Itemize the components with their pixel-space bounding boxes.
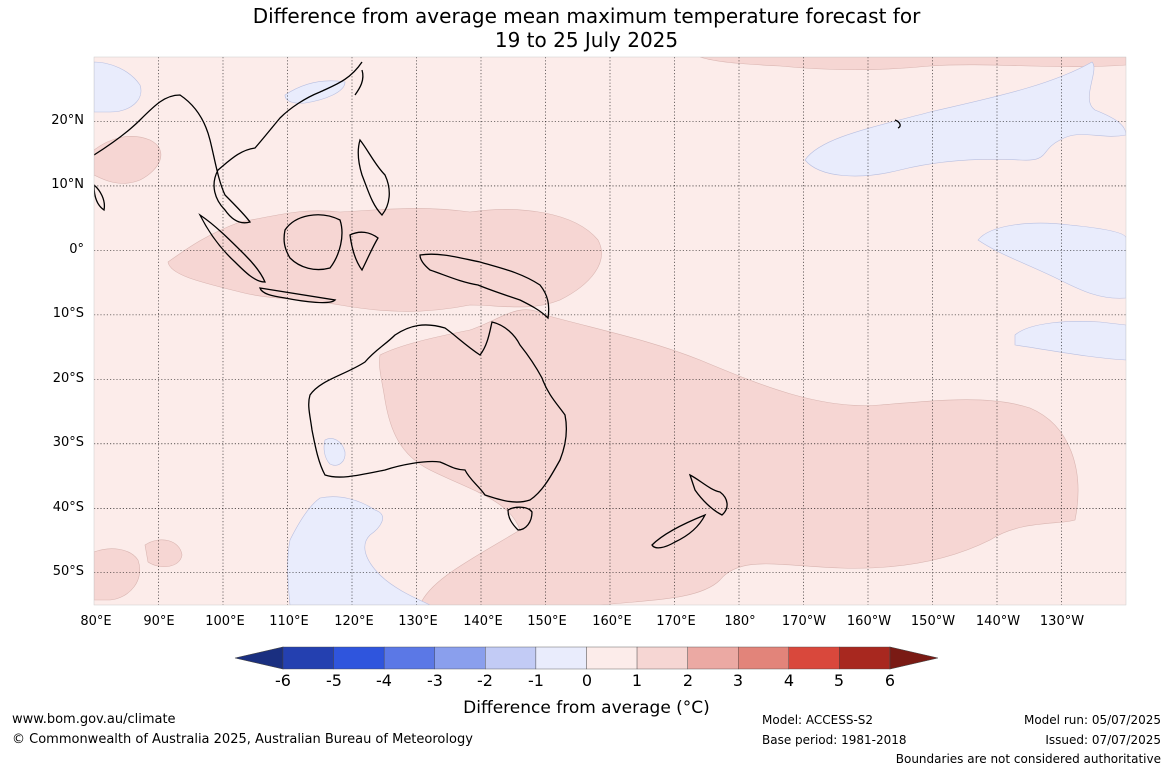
lon-label-160w: 160°W: [846, 614, 892, 629]
map-field: [94, 57, 1126, 605]
website-link[interactable]: www.bom.gov.au/climate: [12, 712, 176, 727]
colorbar-swatch: [687, 646, 739, 670]
colorbar-swatch: [535, 646, 587, 670]
lon-label-160e: 160°E: [592, 614, 632, 629]
colorbar-tick: 1: [631, 671, 643, 690]
new-guinea-coast: [419, 253, 550, 320]
lat-label-30s: 30°S: [52, 435, 84, 450]
model-name: Model: ACCESS-S2: [762, 713, 874, 727]
colorbar-swatch: [636, 646, 688, 670]
base-period: Base period: 1981-2018: [762, 733, 907, 747]
japan-coast: [354, 69, 364, 96]
colorbar: [234, 646, 939, 670]
lat-label-50s: 50°S: [52, 564, 84, 579]
lon-label-170w: 170°W: [781, 614, 827, 629]
model-run-date: Model run: 05/07/2025: [1023, 713, 1161, 727]
colorbar-extend-low: [234, 646, 284, 670]
colorbar-tick: 3: [732, 671, 744, 690]
new-zealand-south-coast: [651, 513, 707, 549]
lon-label-140w: 140°W: [975, 614, 1021, 629]
philippines-coast: [357, 138, 390, 216]
new-zealand-north-coast: [688, 473, 728, 516]
lon-label-130w: 130°W: [1039, 614, 1085, 629]
colorbar-swatch: [586, 646, 638, 670]
boundary-disclaimer: Boundaries are not considered authoritat…: [895, 752, 1161, 766]
colorbar-tick: -3: [427, 671, 443, 690]
lon-label-100e: 100°E: [205, 614, 245, 629]
anomaly-cool-region-east-equatorial: [977, 222, 1126, 299]
lon-label-80e: 80°E: [80, 614, 112, 629]
lat-label-0: 0°: [69, 242, 84, 257]
lon-label-150e: 150°E: [527, 614, 567, 629]
lon-label-130e: 130°E: [398, 614, 438, 629]
sulawesi-coast: [349, 231, 379, 272]
map-frame: [93, 56, 1127, 606]
colorbar-swatch: [333, 646, 385, 670]
lat-label-10n: 10°N: [51, 177, 84, 192]
map-title: Difference from average mean maximum tem…: [0, 4, 1173, 52]
colorbar-swatch: [434, 646, 486, 670]
colorbar-tick: -5: [326, 671, 342, 690]
australia-coast: [308, 321, 567, 503]
colorbar-tick: 2: [682, 671, 694, 690]
colorbar-swatch: [383, 646, 435, 670]
anomaly-cool-region-asia: [94, 61, 346, 113]
colorbar-title: Difference from average (°C): [463, 698, 710, 718]
colorbar-tick: -6: [275, 671, 291, 690]
copyright-text: © Commonwealth of Australia 2025, Austra…: [12, 732, 473, 747]
lon-label-120e: 120°E: [334, 614, 374, 629]
tasmania-coast: [507, 506, 533, 531]
lon-label-180: 180°: [724, 614, 756, 629]
sumatra-coast: [198, 213, 266, 283]
asia-mainland-coast: [94, 61, 363, 224]
lat-label-40s: 40°S: [52, 500, 84, 515]
colorbar-swatch: [738, 646, 789, 670]
colorbar-swatch: [839, 646, 891, 670]
lat-label-20s: 20°S: [52, 371, 84, 386]
colorbar-swatch: [485, 646, 537, 670]
lon-label-110e: 110°E: [269, 614, 309, 629]
colorbar-swatch: [788, 646, 840, 670]
coastlines: [94, 61, 901, 549]
lat-label-20n: 20°N: [51, 113, 84, 128]
colorbar-tick: 0: [581, 671, 593, 690]
anomaly-cool-region-southeast: [1014, 321, 1126, 361]
java-coast: [259, 287, 337, 304]
sri-lanka-coast: [94, 184, 106, 212]
colorbar-tick: -4: [376, 671, 392, 690]
lon-label-150w: 150°W: [910, 614, 956, 629]
colorbar-tick: 6: [884, 671, 896, 690]
colorbar-tick: -1: [528, 671, 544, 690]
lon-label-170e: 170°E: [656, 614, 696, 629]
anomaly-1-2-region-southwest: [94, 539, 183, 601]
map-title-line2: 19 to 25 July 2025: [494, 28, 679, 52]
anomaly-cool-region-west-australia: [323, 438, 346, 466]
lon-label-140e: 140°E: [463, 614, 503, 629]
graticule: [94, 57, 1126, 605]
lon-label-90e: 90°E: [143, 614, 175, 629]
colorbar-extend-high: [889, 646, 939, 670]
colorbar-swatch: [282, 646, 334, 670]
hawaii-coast: [894, 119, 901, 129]
lat-label-10s: 10°S: [52, 306, 84, 321]
colorbar-tick: 4: [783, 671, 795, 690]
map-title-line1: Difference from average mean maximum tem…: [252, 4, 921, 28]
colorbar-tick: 5: [833, 671, 845, 690]
colorbar-tick: -2: [477, 671, 493, 690]
issued-date: Issued: 07/07/2025: [1045, 733, 1161, 747]
anomaly-1-2-region-mainland-asia: [94, 136, 162, 184]
anomaly-1-2-region-north-pacific: [699, 57, 1126, 71]
